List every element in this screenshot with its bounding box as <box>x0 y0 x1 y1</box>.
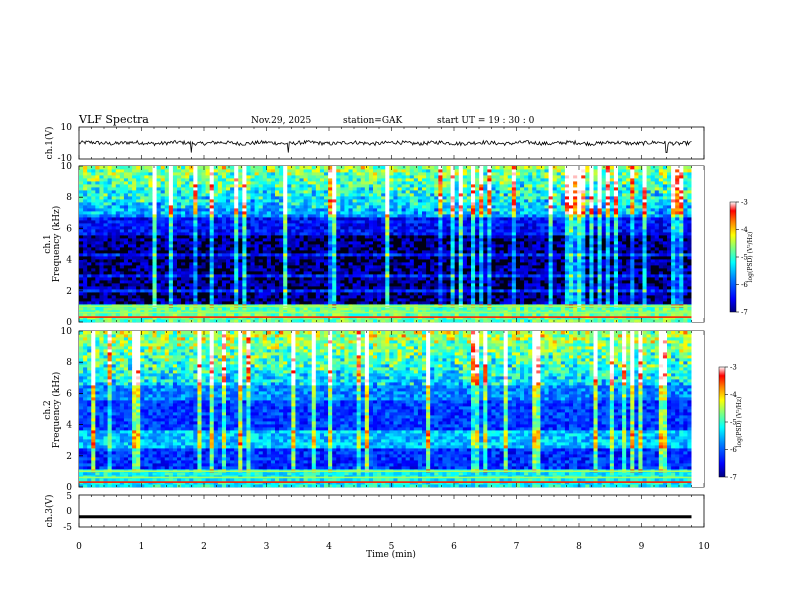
ch1-xticks <box>78 127 705 159</box>
ch1-waveform-line <box>78 139 692 154</box>
colorbar-tick-label: -5 <box>741 254 748 262</box>
colorbar-tick-label: -3 <box>730 364 737 372</box>
ch1-spectrogram-heatmap <box>79 166 704 323</box>
ytick-label: 2 <box>66 452 72 462</box>
colorbar-tick-label: -7 <box>741 309 748 317</box>
time-axis-tick: 1 <box>139 542 145 552</box>
time-axis-tick: 9 <box>639 542 645 552</box>
colorbar-tick-label: -7 <box>730 474 737 482</box>
ch1-spectrogram-yticks: 0 2 4 6 8 10 <box>61 162 83 328</box>
ch1-spectrogram-panel: 0 2 4 6 8 10 ch.1 Frequency (kHz) <box>43 162 705 328</box>
colorbar-tick-label: -4 <box>741 226 748 234</box>
figure-title: VLF Spectra <box>78 113 149 126</box>
colorbar-tick-label: -3 <box>741 199 748 207</box>
time-axis-tick: 8 <box>576 542 582 552</box>
ytick-label: 0 <box>66 318 72 328</box>
spectrogram-tone-line <box>79 311 692 314</box>
time-axis-tick: 2 <box>201 542 207 552</box>
ch3-waveform-frame <box>78 494 705 528</box>
ytick-label: 0 <box>66 483 72 493</box>
ch2-spectrogram-ylabel-channel: ch.2 <box>43 400 53 419</box>
ytick-label: 8 <box>66 358 72 368</box>
ch2-colorbar: -3 -4 -5 -6 -7 log(PSD) (V²/Hz) <box>718 364 743 482</box>
time-axis-tick: 7 <box>514 542 520 552</box>
ch1-ytick-bottom: -10 <box>58 154 73 164</box>
colorbar-tick-label: -6 <box>741 281 748 289</box>
colorbar-tick-label: -5 <box>730 419 737 427</box>
ch2-colorbar-gradient <box>718 366 726 478</box>
time-axis-tick: 0 <box>76 542 82 552</box>
ch3-waveform-panel: 5 0 -5 ch.3(V) <box>44 492 705 533</box>
ch2-spectrogram-xticks <box>78 331 705 487</box>
ch3-ylabel: ch.3(V) <box>44 495 55 528</box>
spectrogram-tone-line <box>79 476 692 479</box>
time-axis-tick: 5 <box>389 542 395 552</box>
time-axis-tick: 4 <box>326 542 332 552</box>
time-axis-tick: 10 <box>698 542 710 552</box>
spectrogram-tone-line <box>79 470 692 472</box>
ytick-label: 4 <box>66 256 72 266</box>
ytick-label: 2 <box>66 287 72 297</box>
ch3-waveform-line <box>79 515 692 519</box>
ch1-ytick-top: 10 <box>61 123 73 133</box>
ch3-xticks <box>78 495 705 527</box>
spectrogram-tone-line <box>79 305 692 307</box>
ch2-colorbar-label: log(PSD) (V²/Hz) <box>736 397 743 448</box>
ch3-ytick-top: 5 <box>66 492 72 502</box>
spectrogram-tone-line <box>79 481 692 483</box>
ch1-colorbar: -3 -4 -5 -6 -7 log(PSD) (V²/Hz) <box>729 199 754 317</box>
spectrogram-tone-line <box>79 316 692 318</box>
ch1-colorbar-gradient <box>729 201 737 313</box>
station-label: station=GAK <box>343 116 403 126</box>
date-label: Nov.29, 2025 <box>251 116 312 126</box>
ch3-ytick-mid: 0 <box>66 507 72 517</box>
colorbar-tick-label: -4 <box>730 391 737 399</box>
ytick-label: 4 <box>66 421 72 431</box>
ch1-colorbar-label: log(PSD) (V²/Hz) <box>747 232 754 283</box>
ytick-label: 8 <box>66 193 72 203</box>
time-axis-label: Time (min) <box>366 549 416 560</box>
ytick-label: 6 <box>66 224 72 234</box>
ytick-label: 6 <box>66 389 72 399</box>
ch1-ylabel: ch.1(V) <box>44 127 55 160</box>
colorbar-tick-label: -6 <box>730 446 737 454</box>
time-axis-tick: 6 <box>451 542 457 552</box>
ch2-spectrogram-heatmap <box>79 331 704 488</box>
ytick-label: 10 <box>61 162 73 172</box>
ch1-waveform-panel: 10 -10 ch.1(V) <box>44 123 705 164</box>
ch1-spectrogram-ylabel: Frequency (kHz) <box>51 206 62 283</box>
ytick-label: 10 <box>61 327 73 337</box>
ch3-ytick-bottom: -5 <box>63 523 72 533</box>
ch2-colorbar-ticks: -3 -4 -5 -6 -7 <box>725 364 737 482</box>
ch2-spectrogram-yticks: 0 2 4 6 8 10 <box>61 327 83 493</box>
ch2-spectrogram-ylabel: Frequency (kHz) <box>51 372 62 449</box>
ch1-colorbar-ticks: -3 -4 -5 -6 -7 <box>736 199 748 317</box>
start-time-label: start UT = 19 : 30 : 0 <box>437 116 535 126</box>
ch2-spectrogram-panel: 0 2 4 6 8 10 ch.2 Frequency (kHz) <box>43 327 705 493</box>
time-axis-tick: 3 <box>264 542 270 552</box>
ch1-spectrogram-xticks <box>78 166 705 322</box>
ch1-spectrogram-ylabel-channel: ch.1 <box>43 234 53 253</box>
time-axis-tick-labels: 0 1 2 3 4 5 6 7 8 9 10 <box>76 542 710 552</box>
